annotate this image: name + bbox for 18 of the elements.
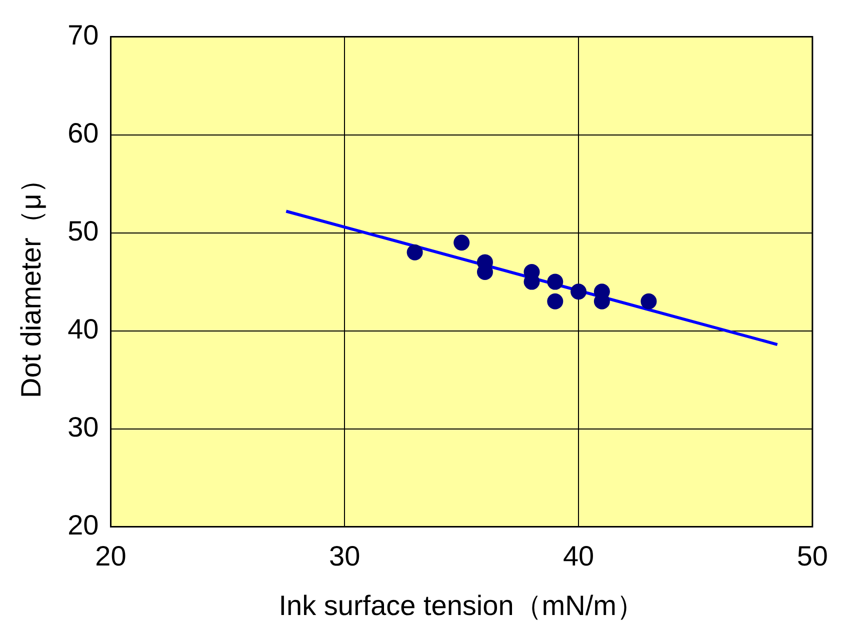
y-tick-label: 50 [68, 216, 99, 247]
x-axis-title: Ink surface tension（mN/m） [278, 590, 644, 621]
y-tick-label: 60 [68, 118, 99, 149]
point [570, 284, 587, 300]
point [406, 244, 423, 260]
y-tick-label: 20 [68, 510, 99, 541]
y-tick-label: 40 [68, 314, 99, 345]
x-tick-label: 50 [796, 540, 828, 572]
y-axis-title: Dot diameter（μ） [16, 166, 47, 398]
x-tick-label: 40 [562, 540, 594, 572]
point [640, 293, 657, 310]
point [454, 234, 470, 251]
x-tick-label: 30 [329, 540, 360, 572]
point [547, 274, 564, 290]
y-tick-label: 70 [68, 20, 99, 51]
point [547, 293, 564, 310]
y-tick-label: 30 [68, 412, 99, 443]
x-tick-label: 20 [95, 540, 126, 572]
